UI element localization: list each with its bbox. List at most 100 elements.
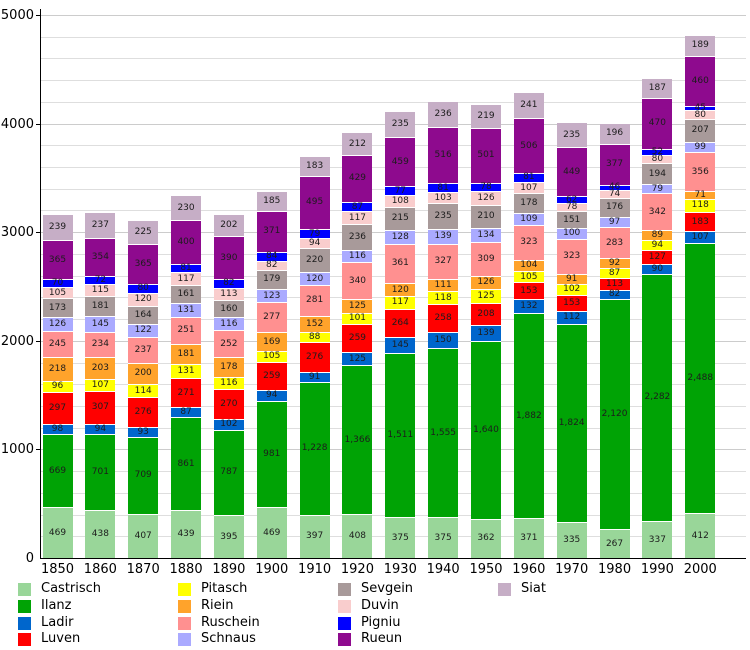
bar-segment-siat bbox=[85, 211, 116, 238]
bar-segment-schnaus bbox=[556, 227, 587, 239]
legend-label-schnaus: Schnaus bbox=[201, 631, 256, 646]
bar-segment-castrisch bbox=[256, 507, 287, 558]
bar-segment-riein bbox=[685, 191, 716, 199]
bar-segment-luven bbox=[685, 211, 716, 232]
bar-segment-duvin bbox=[42, 286, 73, 299]
y-axis-label: 4000 bbox=[0, 116, 34, 132]
bar-segment-ladir bbox=[513, 298, 544, 314]
bar-segment-pigniu bbox=[385, 186, 416, 195]
bar-segment-rueun bbox=[128, 244, 159, 285]
bar-segment-luven bbox=[599, 277, 630, 290]
bar-segment-siat bbox=[556, 121, 587, 148]
bar-segment-sevgein bbox=[299, 248, 330, 273]
bar-segment-riein bbox=[213, 357, 244, 377]
bar-segment-schnaus bbox=[85, 315, 116, 332]
bar-segment-rueun bbox=[299, 175, 330, 230]
bar-segment-castrisch bbox=[471, 518, 501, 558]
bar-segment-duvin bbox=[428, 191, 459, 204]
bar-segment-sevgein bbox=[642, 163, 673, 185]
bar-segment-castrisch bbox=[385, 517, 416, 558]
bar-segment-rueun bbox=[556, 147, 587, 197]
bar-segment-ladir bbox=[85, 424, 116, 435]
x-axis-label: 1920 bbox=[340, 562, 374, 577]
bar-segment-siat bbox=[642, 77, 673, 98]
legend-swatch-sevgein bbox=[338, 583, 351, 596]
bar-segment-siat bbox=[256, 191, 287, 212]
bar-segment-ruschein bbox=[42, 330, 73, 358]
bar-segment-ruschein bbox=[85, 331, 116, 358]
x-axis-label: 1940 bbox=[426, 562, 460, 577]
bar-segment-ruschein bbox=[513, 224, 544, 260]
bar-segment-rueun bbox=[171, 220, 202, 264]
y-axis-label: 1000 bbox=[0, 442, 34, 458]
bar-segment-ilanz bbox=[428, 348, 459, 518]
bar-segment-riein bbox=[85, 357, 116, 380]
bar-segment-castrisch bbox=[642, 521, 673, 558]
bar-segment-sevgein bbox=[428, 203, 459, 229]
x-axis-label: 1870 bbox=[126, 562, 160, 577]
legend-swatch-pitasch bbox=[178, 583, 191, 596]
bar-segment-castrisch bbox=[428, 517, 459, 558]
bar-segment-sevgein bbox=[513, 193, 544, 213]
bar-segment-riein bbox=[42, 357, 73, 382]
bar-segment-riein bbox=[428, 279, 459, 292]
bar-segment-riein bbox=[599, 258, 630, 269]
bar-segment-pitasch bbox=[213, 376, 244, 390]
legend-label-rueun: Rueun bbox=[361, 631, 403, 646]
bar-segment-siat bbox=[428, 101, 459, 128]
legend-swatch-luven bbox=[18, 633, 31, 646]
y-axis-tick bbox=[36, 449, 40, 451]
bar-segment-pigniu bbox=[256, 251, 287, 261]
bar-segment-luven bbox=[128, 396, 159, 427]
bar-segment-pigniu bbox=[128, 284, 159, 293]
legend-swatch-ladir bbox=[18, 617, 31, 630]
gridline bbox=[40, 36, 746, 38]
bar-segment-ilanz bbox=[342, 365, 373, 514]
bar-segment-luven bbox=[299, 341, 330, 372]
bar-segment-ladir bbox=[299, 371, 330, 382]
legend-label-ruschein: Ruschein bbox=[201, 615, 260, 630]
bar-segment-ilanz bbox=[513, 313, 544, 518]
bar-segment-castrisch bbox=[42, 507, 73, 558]
bar-segment-sevgein bbox=[471, 204, 501, 228]
bar-segment-schnaus bbox=[685, 141, 716, 153]
gridline bbox=[40, 15, 746, 16]
bar-segment-ruschein bbox=[685, 152, 716, 192]
legend-label-riein: Riein bbox=[201, 598, 234, 613]
bar-segment-ruschein bbox=[299, 285, 330, 316]
bar-segment-pitasch bbox=[128, 384, 159, 397]
bar-segment-sevgein bbox=[342, 223, 373, 250]
bar-segment-schnaus bbox=[256, 288, 287, 303]
bar-segment-pigniu bbox=[342, 201, 373, 212]
bar-segment-ilanz bbox=[256, 400, 287, 508]
bar-segment-sevgein bbox=[685, 119, 716, 142]
x-axis-label: 1890 bbox=[212, 562, 246, 577]
bar-segment-rueun bbox=[385, 136, 416, 187]
bar-segment-castrisch bbox=[299, 514, 330, 558]
x-axis-label: 1930 bbox=[383, 562, 417, 577]
bar-segment-duvin bbox=[256, 260, 287, 270]
bar-segment-schnaus bbox=[471, 227, 501, 243]
bar-segment-pitasch bbox=[428, 291, 459, 305]
legend-swatch-siat bbox=[498, 583, 511, 596]
y-axis-tick bbox=[36, 340, 40, 342]
bar-segment-riein bbox=[128, 362, 159, 385]
bar-segment-rueun bbox=[42, 239, 73, 280]
bar-segment-pitasch bbox=[556, 283, 587, 295]
bar-segment-luven bbox=[42, 391, 73, 424]
bar-segment-duvin bbox=[128, 292, 159, 306]
bar-segment-luven bbox=[428, 304, 459, 333]
bar-segment-schnaus bbox=[642, 184, 673, 193]
x-axis-line bbox=[40, 558, 746, 559]
bar-segment-duvin bbox=[213, 287, 244, 300]
bar-segment-sevgein bbox=[171, 285, 202, 303]
bar-segment-duvin bbox=[85, 283, 116, 297]
y-axis-line bbox=[40, 9, 41, 559]
legend-label-ilanz: Ilanz bbox=[41, 598, 72, 613]
bar-segment-siat bbox=[599, 122, 630, 144]
x-axis-label: 2000 bbox=[683, 562, 717, 577]
bar-segment-rueun bbox=[85, 237, 116, 276]
bar-segment-ladir bbox=[599, 289, 630, 299]
bar-segment-castrisch bbox=[342, 513, 373, 558]
legend-label-duvin: Duvin bbox=[361, 598, 399, 613]
